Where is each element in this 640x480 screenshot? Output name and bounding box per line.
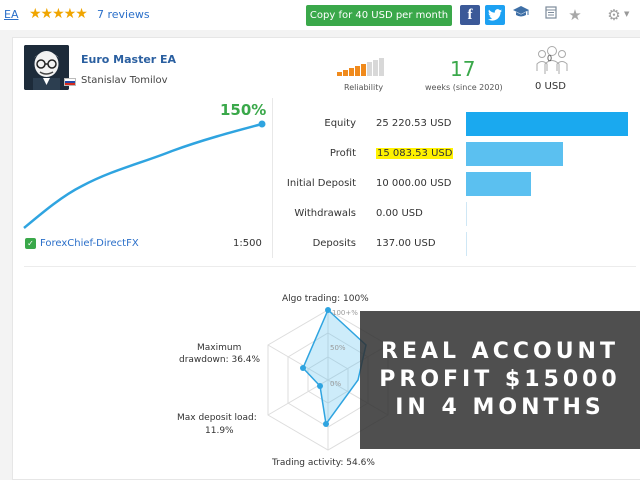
promo-line-1: REAL ACCOUNT <box>381 339 619 364</box>
top-bar: EA ★★★★★ 7 reviews Copy for 40 USD per m… <box>0 0 640 30</box>
stat-bar <box>466 172 531 196</box>
radar-label-algo: Algo trading: 100% <box>282 294 369 304</box>
radar-point-algo <box>325 307 331 313</box>
verified-check-icon: ✓ <box>25 238 36 249</box>
radar-label-drawdown-2: drawdown: 36.4% <box>179 355 261 365</box>
subscribers-count: 0 <box>547 54 553 63</box>
ea-name-link[interactable]: Euro Master EA <box>81 53 177 66</box>
growth-percent: 150% <box>220 101 267 119</box>
gear-icon[interactable]: ⚙ <box>604 5 624 25</box>
reliability-label: Reliability <box>344 83 384 92</box>
radar-label-load-1: Max deposit load: <box>177 413 257 423</box>
stat-value: 25 220.53 USD <box>376 118 451 129</box>
radar-chart: 100+% 50% 0% <box>267 307 389 451</box>
radar-point-activity <box>323 421 329 427</box>
graduation-cap-icon[interactable] <box>511 5 531 25</box>
calendar-icon[interactable] <box>541 5 561 25</box>
radar-point-load <box>317 383 323 389</box>
subscribers-value: 0 USD <box>535 81 566 92</box>
ea-breadcrumb-link[interactable]: EA <box>4 8 19 21</box>
stat-label: Initial Deposit <box>286 178 356 189</box>
radar-tick-100: 100+% <box>332 309 358 317</box>
promo-line-2: PROFIT $15000 <box>379 367 621 392</box>
chevron-down-icon[interactable]: ▼ <box>624 10 630 18</box>
reliability-bars-icon <box>337 58 384 76</box>
stat-bar <box>466 142 563 166</box>
divider <box>24 266 636 267</box>
radar-label-activity: Trading activity: 54.6% <box>272 458 375 468</box>
radar-point-drawdown <box>300 365 306 371</box>
radar-label-drawdown-1: Maximum <box>197 343 242 353</box>
stat-value-text: 0.00 USD <box>376 208 423 219</box>
divider <box>272 98 273 258</box>
stat-label: Equity <box>324 118 356 129</box>
stat-value-text: 10 000.00 USD <box>376 178 452 189</box>
author-avatar[interactable] <box>24 45 69 90</box>
weeks-label: weeks (since 2020) <box>425 83 503 92</box>
stat-value: 15 083.53 USD <box>376 148 454 159</box>
stat-bar <box>466 202 467 226</box>
favorite-star-icon[interactable]: ★ <box>565 5 585 25</box>
weeks-value: 17 <box>450 57 476 81</box>
radar-tick-0: 0% <box>330 380 341 388</box>
growth-line <box>23 122 263 229</box>
promo-line-3: IN 4 MONTHS <box>395 395 605 420</box>
stat-value-text: 15 083.53 USD <box>376 148 454 159</box>
rating-stars: ★★★★★ <box>29 6 88 22</box>
radar-label-load-2: 11.9% <box>205 426 234 436</box>
promo-overlay: REAL ACCOUNT PROFIT $15000 IN 4 MONTHS <box>360 311 640 449</box>
stat-value-text: 25 220.53 USD <box>376 118 452 129</box>
author-name[interactable]: Stanislav Tomilov <box>81 75 168 86</box>
stat-label: Deposits <box>312 238 356 249</box>
broker-link[interactable]: ForexChief-DirectFX <box>40 238 139 249</box>
facebook-icon[interactable]: f <box>460 5 480 25</box>
growth-chart <box>23 120 266 229</box>
stat-value: 10 000.00 USD <box>376 178 451 189</box>
subscribers-icon <box>536 46 568 74</box>
copy-signal-button[interactable]: Copy for 40 USD per month <box>306 5 452 26</box>
stat-label: Profit <box>329 148 356 159</box>
radar-tick-50: 50% <box>330 344 346 352</box>
stat-label: Withdrawals <box>294 208 356 219</box>
stat-value: 0.00 USD <box>376 208 423 219</box>
stat-bar <box>466 232 467 256</box>
twitter-icon[interactable] <box>485 5 505 25</box>
stat-value: 137.00 USD <box>376 238 436 249</box>
russia-flag-icon <box>64 78 76 86</box>
growth-end-point <box>258 120 266 128</box>
leverage-value: 1:500 <box>233 238 262 249</box>
reviews-link[interactable]: 7 reviews <box>97 8 150 21</box>
stat-bar <box>466 112 628 136</box>
stat-value-text: 137.00 USD <box>376 238 436 249</box>
